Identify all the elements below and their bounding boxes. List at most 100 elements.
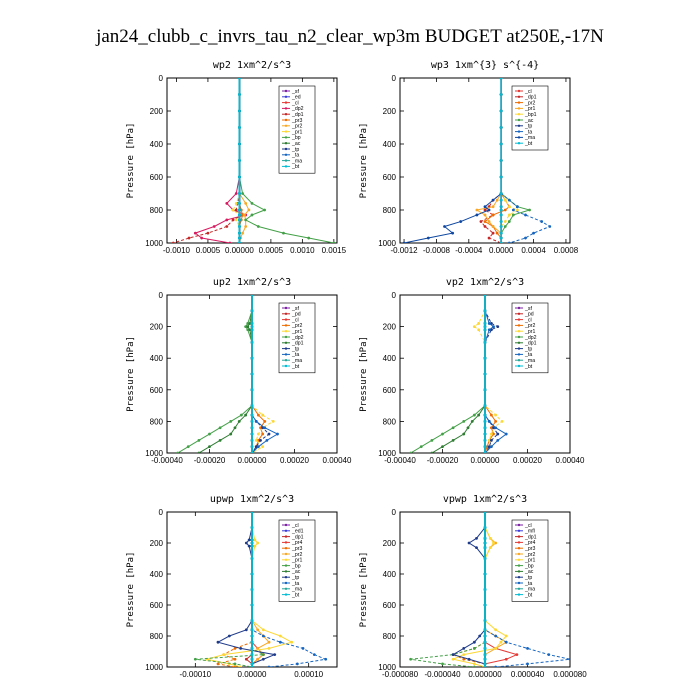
series-point-pr2	[259, 426, 262, 430]
legend-entry: _ma	[291, 358, 302, 364]
x-tick-label: -0.00020	[194, 456, 226, 465]
series-point-bt	[483, 356, 487, 360]
series-point-bt	[483, 657, 487, 661]
series-point-dp1	[451, 438, 455, 442]
legend-marker	[284, 541, 288, 544]
series-point-pr4	[515, 653, 519, 656]
series-point-ta	[312, 653, 316, 656]
series-point-bt	[483, 372, 487, 376]
legend-marker	[517, 312, 521, 315]
legend-marker	[284, 147, 288, 151]
legend-entry: _tp	[524, 575, 532, 581]
legend-entry: _pr1	[291, 329, 302, 335]
series-point-bp	[472, 647, 476, 650]
series-group	[171, 78, 336, 243]
series-point-ac	[511, 213, 515, 217]
series-point-ta	[324, 657, 328, 661]
series-point-tp	[462, 647, 466, 650]
legend-marker	[284, 353, 288, 356]
y-tick-label: 1000	[145, 239, 163, 248]
legend-marker	[284, 312, 288, 315]
series-point-ma	[426, 236, 430, 240]
y-tick-label: 200	[383, 323, 397, 332]
legend-marker	[284, 113, 288, 116]
series-point-pr2	[267, 640, 271, 644]
legend-marker	[517, 95, 521, 99]
series-point-bp	[233, 662, 237, 666]
legend-box	[278, 85, 316, 174]
x-tick-label: 0.0010	[290, 246, 315, 255]
series-point-dp1	[206, 231, 210, 235]
y-tick-label: 0	[392, 508, 397, 517]
legend-entry: _bt	[291, 364, 300, 370]
legend-entry: _cl	[524, 523, 532, 529]
series-point-bt	[250, 322, 254, 325]
y-tick-label: 0	[392, 291, 397, 300]
series-point-bt	[499, 126, 503, 129]
plot-frame	[166, 77, 338, 244]
legend-entry: _pr2	[291, 323, 302, 329]
series-point-pr1	[222, 653, 226, 656]
series-point-pr1	[462, 653, 466, 656]
series-point-dp1	[487, 236, 491, 240]
y-tick-label: 600	[383, 601, 397, 610]
y-tick-label: 600	[150, 386, 164, 395]
series-point-bt	[483, 322, 487, 325]
series-point-bt	[250, 295, 254, 297]
series-point-bt	[238, 213, 241, 217]
series-point-dp1	[462, 432, 466, 436]
series-point-ta	[487, 328, 491, 332]
series-point-dp1	[231, 218, 235, 222]
series-point-bt	[250, 432, 254, 436]
series-point-ta	[526, 662, 529, 666]
series-point-tp	[489, 438, 493, 442]
legend-entry: _pr1	[524, 558, 535, 564]
legend-entry: _bt	[524, 364, 533, 370]
series-point-bp	[263, 208, 266, 212]
series-point-bt	[238, 225, 241, 228]
series-point-tp	[496, 325, 500, 328]
legend-marker	[284, 101, 288, 104]
series-point-bt	[238, 93, 241, 96]
y-tick-label: 400	[383, 570, 397, 579]
legend-marker	[517, 136, 521, 139]
series-point-bt	[483, 526, 487, 529]
x-tick-label: 0.00010	[294, 670, 323, 679]
legend-entry: _pr4	[291, 540, 302, 546]
x-tick-label: 0.00000	[225, 246, 254, 255]
series-point-ma	[483, 205, 487, 209]
x-tick-label: -0.000040	[424, 670, 461, 679]
y-tick-label: 400	[383, 140, 397, 149]
series-point-bt	[250, 662, 254, 666]
y-tick-label: 400	[383, 354, 397, 363]
series-point-pr1	[234, 218, 238, 222]
legend-marker	[284, 587, 288, 590]
legend-entry: _dp1	[291, 112, 304, 118]
series-point-ta	[492, 325, 495, 328]
legend-entry: _bp	[291, 563, 301, 569]
legend-entry: _pr2	[524, 552, 535, 558]
x-tick-label: -0.0004	[455, 246, 483, 255]
series-point-ta	[515, 205, 519, 209]
panels-group: wp2 1xm^2/s^3 Pressure [hPa] 0 200 400 600 800…	[126, 60, 587, 679]
series-point-pr1	[472, 325, 476, 328]
x-tick-label: 0.00040	[556, 456, 585, 465]
series-point-bt	[250, 657, 254, 661]
series-point-bt	[499, 208, 503, 212]
legend-marker	[517, 142, 521, 145]
legend-entry: _dp2	[291, 335, 304, 341]
legend-marker	[284, 165, 288, 168]
legend-entry: _ma	[524, 358, 535, 364]
series-point-ma	[459, 220, 463, 223]
legend-marker	[517, 130, 521, 133]
series-point-pr1	[475, 208, 479, 212]
series-point-pr2	[256, 628, 260, 632]
series-point-dp2	[218, 426, 222, 430]
legend-marker	[517, 353, 521, 356]
series-point-bt	[499, 192, 503, 195]
x-tick-label: 0.0008	[554, 246, 579, 255]
series-point-dp2	[409, 451, 413, 453]
x-tick-label: -0.0008	[423, 246, 451, 255]
series-point-dp2	[246, 322, 250, 325]
legend-entry: _pr1	[524, 329, 535, 335]
